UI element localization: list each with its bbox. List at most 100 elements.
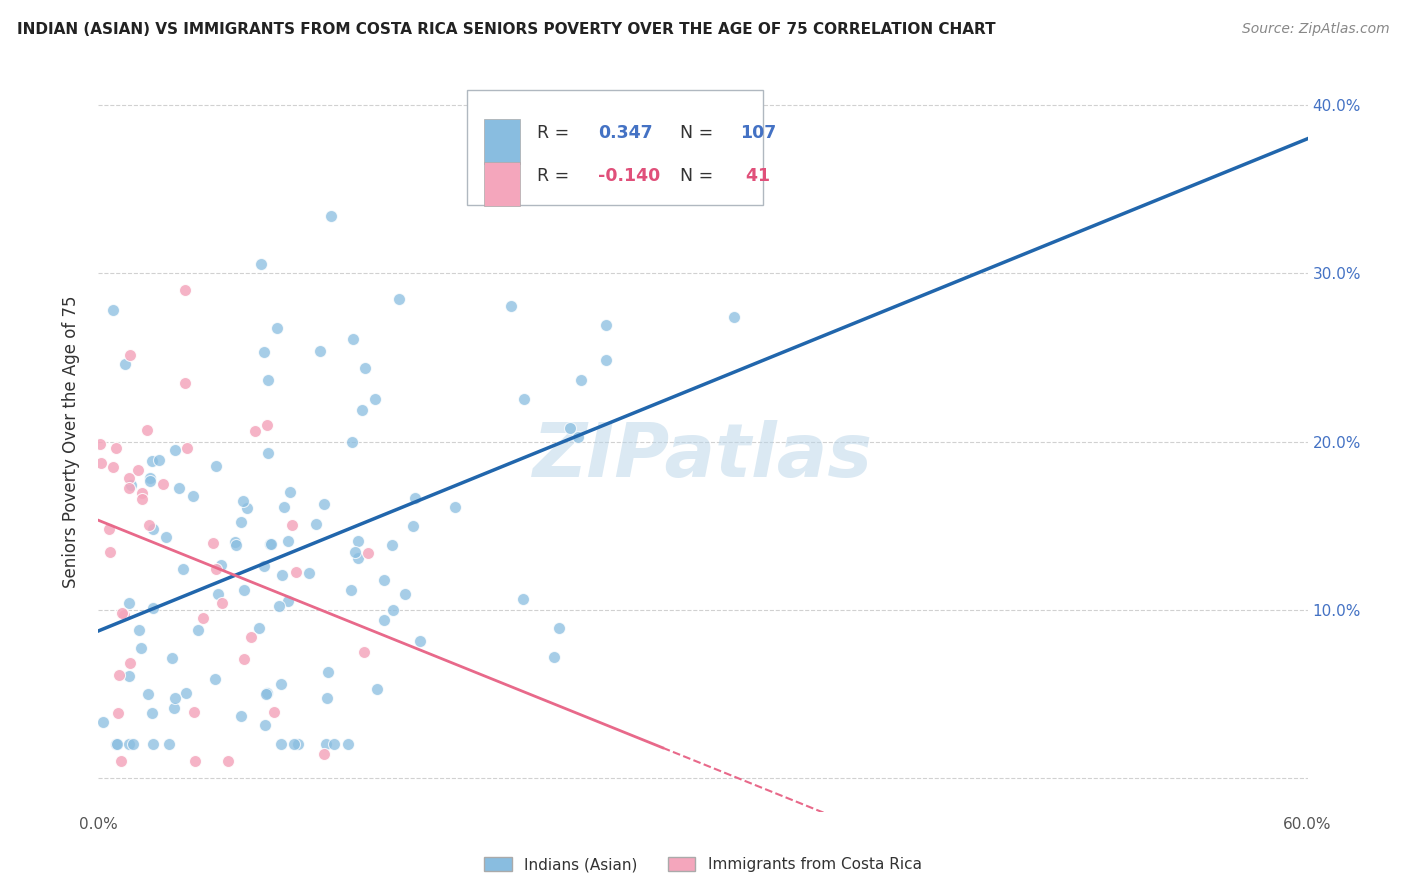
Point <box>239 630 262 644</box>
Point <box>267 599 290 613</box>
Point <box>253 558 276 573</box>
Point <box>204 672 226 686</box>
Point <box>193 611 215 625</box>
Point <box>257 373 280 387</box>
Point <box>270 567 292 582</box>
Point <box>319 209 342 223</box>
Point <box>254 687 277 701</box>
Point <box>141 522 163 536</box>
Point <box>316 690 339 705</box>
Y-axis label: Seniors Poverty Over the Age of 75: Seniors Poverty Over the Age of 75 <box>62 295 80 588</box>
Point <box>352 402 374 417</box>
Point <box>277 534 299 549</box>
Point <box>105 738 128 752</box>
Text: -0.140: -0.140 <box>598 167 659 185</box>
Point <box>409 634 432 648</box>
Point <box>257 446 280 460</box>
Point <box>98 545 121 559</box>
Point <box>595 352 617 367</box>
Point <box>322 738 344 752</box>
Point <box>176 442 198 456</box>
Point <box>118 596 141 610</box>
Point <box>346 533 368 548</box>
Point <box>155 530 177 544</box>
Point <box>245 425 267 439</box>
Point <box>233 583 256 598</box>
Point <box>287 738 309 752</box>
Point <box>152 477 174 491</box>
Point <box>298 566 321 580</box>
Text: N =: N = <box>681 167 718 185</box>
Point <box>131 486 153 500</box>
Point <box>138 471 160 485</box>
Text: 107: 107 <box>741 125 776 143</box>
Point <box>141 454 163 468</box>
Point <box>224 535 246 549</box>
Point <box>136 687 159 701</box>
Point <box>111 606 134 620</box>
Point <box>169 481 191 495</box>
Text: Source: ZipAtlas.com: Source: ZipAtlas.com <box>1241 22 1389 37</box>
Point <box>162 651 184 665</box>
Point <box>247 621 270 635</box>
Point <box>312 747 335 762</box>
Point <box>103 460 125 475</box>
Point <box>354 360 377 375</box>
Point <box>163 701 186 715</box>
Point <box>548 621 571 635</box>
Point <box>148 452 170 467</box>
FancyBboxPatch shape <box>484 120 520 164</box>
Point <box>337 738 360 752</box>
Point <box>402 518 425 533</box>
Point <box>388 292 411 306</box>
Point <box>270 738 292 752</box>
Text: R =: R = <box>537 125 575 143</box>
Point <box>201 535 224 549</box>
Point <box>567 430 589 444</box>
Point <box>366 681 388 696</box>
Point <box>316 665 339 679</box>
Point <box>174 685 197 699</box>
Point <box>174 376 197 391</box>
Point <box>315 738 337 752</box>
Point <box>713 172 735 186</box>
Point <box>256 686 278 700</box>
Point <box>90 456 112 470</box>
Point <box>217 754 239 768</box>
Point <box>163 690 186 705</box>
Point <box>138 474 160 488</box>
Point <box>254 718 277 732</box>
Point <box>112 608 135 623</box>
Point <box>280 484 302 499</box>
Point <box>107 668 129 682</box>
Point <box>231 515 253 529</box>
Point <box>225 538 247 552</box>
Point <box>131 491 153 506</box>
Point <box>513 392 536 406</box>
Point <box>353 645 375 659</box>
Text: R =: R = <box>537 167 575 185</box>
Point <box>273 500 295 514</box>
Text: N =: N = <box>681 125 718 143</box>
Point <box>364 392 387 406</box>
Point <box>211 596 233 610</box>
Point <box>205 562 228 576</box>
Point <box>236 500 259 515</box>
Point <box>110 754 132 768</box>
Point <box>381 538 404 552</box>
Point <box>174 284 197 298</box>
Point <box>129 640 152 655</box>
Point <box>89 437 111 451</box>
Point <box>122 738 145 752</box>
Point <box>118 669 141 683</box>
FancyBboxPatch shape <box>467 90 763 204</box>
Point <box>595 318 617 332</box>
Point <box>444 500 467 514</box>
Point <box>281 518 304 533</box>
Point <box>142 738 165 752</box>
Point <box>569 373 592 387</box>
Point <box>347 551 370 566</box>
Text: INDIAN (ASIAN) VS IMMIGRANTS FROM COSTA RICA SENIORS POVERTY OVER THE AGE OF 75 : INDIAN (ASIAN) VS IMMIGRANTS FROM COSTA … <box>17 22 995 37</box>
Point <box>285 565 308 579</box>
Point <box>141 706 163 721</box>
